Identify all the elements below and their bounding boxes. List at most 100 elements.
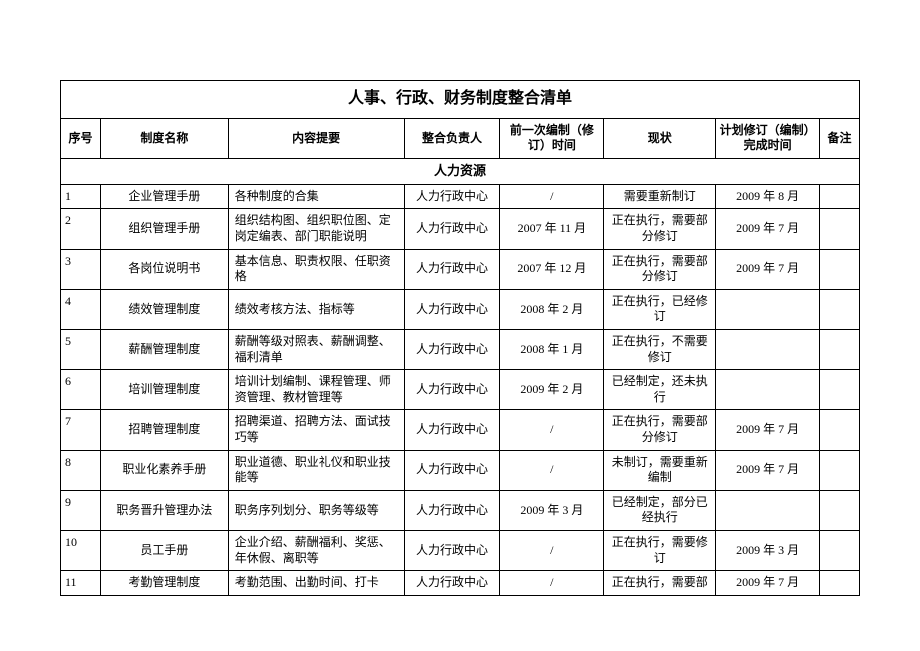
cell-prev: 2009 年 2 月 — [500, 370, 604, 410]
cell-status: 正在执行，需要部 — [604, 571, 716, 596]
cell-prev: 2008 年 2 月 — [500, 289, 604, 329]
cell-note — [820, 530, 860, 570]
cell-status: 已经制定，还未执行 — [604, 370, 716, 410]
cell-owner: 人力行政中心 — [404, 490, 500, 530]
cell-plan — [716, 370, 820, 410]
cell-owner: 人力行政中心 — [404, 571, 500, 596]
cell-note — [820, 289, 860, 329]
cell-status: 正在执行，需要部分修订 — [604, 249, 716, 289]
cell-plan — [716, 289, 820, 329]
cell-summary: 招聘渠道、招聘方法、面试技巧等 — [228, 410, 404, 450]
cell-prev: 2009 年 3 月 — [500, 490, 604, 530]
col-owner: 整合负责人 — [404, 118, 500, 158]
cell-plan: 2009 年 7 月 — [716, 410, 820, 450]
cell-seq: 6 — [61, 370, 101, 410]
cell-note — [820, 370, 860, 410]
cell-owner: 人力行政中心 — [404, 330, 500, 370]
cell-plan: 2009 年 7 月 — [716, 571, 820, 596]
cell-note — [820, 490, 860, 530]
cell-summary: 绩效考核方法、指标等 — [228, 289, 404, 329]
cell-owner: 人力行政中心 — [404, 410, 500, 450]
col-seq: 序号 — [61, 118, 101, 158]
table-row: 1企业管理手册各种制度的合集人力行政中心/需要重新制订2009 年 8 月 — [61, 184, 860, 209]
cell-summary: 考勤范围、出勤时间、打卡 — [228, 571, 404, 596]
cell-name: 薪酬管理制度 — [100, 330, 228, 370]
cell-owner: 人力行政中心 — [404, 370, 500, 410]
table-row: 8职业化素养手册职业道德、职业礼仪和职业技能等人力行政中心/未制订，需要重新编制… — [61, 450, 860, 490]
table-row: 3各岗位说明书基本信息、职责权限、任职资格人力行政中心2007 年 12 月正在… — [61, 249, 860, 289]
cell-owner: 人力行政中心 — [404, 289, 500, 329]
cell-status: 正在执行，已经修订 — [604, 289, 716, 329]
cell-plan: 2009 年 7 月 — [716, 450, 820, 490]
document-page: 人事、行政、财务制度整合清单 序号 制度名称 内容提要 整合负责人 前一次编制（… — [0, 0, 920, 636]
cell-seq: 3 — [61, 249, 101, 289]
cell-summary: 职业道德、职业礼仪和职业技能等 — [228, 450, 404, 490]
cell-name: 职业化素养手册 — [100, 450, 228, 490]
cell-note — [820, 410, 860, 450]
cell-name: 考勤管理制度 — [100, 571, 228, 596]
col-prev: 前一次编制（修订）时间 — [500, 118, 604, 158]
cell-prev: / — [500, 410, 604, 450]
policy-table: 人事、行政、财务制度整合清单 序号 制度名称 内容提要 整合负责人 前一次编制（… — [60, 80, 860, 596]
cell-status: 未制订，需要重新编制 — [604, 450, 716, 490]
col-plan: 计划修订（编制）完成时间 — [716, 118, 820, 158]
cell-plan — [716, 490, 820, 530]
cell-status: 需要重新制订 — [604, 184, 716, 209]
cell-owner: 人力行政中心 — [404, 450, 500, 490]
cell-summary: 基本信息、职责权限、任职资格 — [228, 249, 404, 289]
cell-note — [820, 209, 860, 249]
table-row: 5薪酬管理制度薪酬等级对照表、薪酬调整、福利清单人力行政中心2008 年 1 月… — [61, 330, 860, 370]
cell-seq: 2 — [61, 209, 101, 249]
cell-owner: 人力行政中心 — [404, 209, 500, 249]
section-header: 人力资源 — [61, 158, 860, 184]
cell-plan: 2009 年 3 月 — [716, 530, 820, 570]
table-row: 9职务晋升管理办法职务序列划分、职务等级等人力行政中心2009 年 3 月已经制… — [61, 490, 860, 530]
cell-note — [820, 571, 860, 596]
cell-seq: 1 — [61, 184, 101, 209]
cell-seq: 11 — [61, 571, 101, 596]
cell-note — [820, 184, 860, 209]
page-title: 人事、行政、财务制度整合清单 — [61, 81, 860, 119]
cell-seq: 5 — [61, 330, 101, 370]
cell-status: 已经制定，部分已经执行 — [604, 490, 716, 530]
table-row: 4绩效管理制度绩效考核方法、指标等人力行政中心2008 年 2 月正在执行，已经… — [61, 289, 860, 329]
cell-name: 员工手册 — [100, 530, 228, 570]
cell-prev: 2007 年 12 月 — [500, 249, 604, 289]
col-status: 现状 — [604, 118, 716, 158]
table-row: 2组织管理手册组织结构图、组织职位图、定岗定编表、部门职能说明人力行政中心200… — [61, 209, 860, 249]
cell-summary: 培训计划编制、课程管理、师资管理、教材管理等 — [228, 370, 404, 410]
cell-summary: 薪酬等级对照表、薪酬调整、福利清单 — [228, 330, 404, 370]
col-summary: 内容提要 — [228, 118, 404, 158]
table-row: 7招聘管理制度招聘渠道、招聘方法、面试技巧等人力行政中心/正在执行，需要部分修订… — [61, 410, 860, 450]
table-row: 10员工手册企业介绍、薪酬福利、奖惩、年休假、离职等人力行政中心/正在执行，需要… — [61, 530, 860, 570]
cell-seq: 4 — [61, 289, 101, 329]
col-name: 制度名称 — [100, 118, 228, 158]
cell-plan — [716, 330, 820, 370]
cell-prev: / — [500, 450, 604, 490]
cell-seq: 7 — [61, 410, 101, 450]
cell-name: 招聘管理制度 — [100, 410, 228, 450]
cell-summary: 各种制度的合集 — [228, 184, 404, 209]
cell-name: 企业管理手册 — [100, 184, 228, 209]
cell-seq: 8 — [61, 450, 101, 490]
cell-name: 各岗位说明书 — [100, 249, 228, 289]
cell-prev: 2008 年 1 月 — [500, 330, 604, 370]
cell-name: 绩效管理制度 — [100, 289, 228, 329]
cell-prev: 2007 年 11 月 — [500, 209, 604, 249]
cell-status: 正在执行，需要修订 — [604, 530, 716, 570]
cell-note — [820, 450, 860, 490]
section-row: 人力资源 — [61, 158, 860, 184]
cell-plan: 2009 年 7 月 — [716, 209, 820, 249]
cell-summary: 企业介绍、薪酬福利、奖惩、年休假、离职等 — [228, 530, 404, 570]
cell-status: 正在执行，需要部分修订 — [604, 410, 716, 450]
cell-owner: 人力行政中心 — [404, 249, 500, 289]
cell-prev: / — [500, 571, 604, 596]
table-row: 6培训管理制度培训计划编制、课程管理、师资管理、教材管理等人力行政中心2009 … — [61, 370, 860, 410]
cell-plan: 2009 年 8 月 — [716, 184, 820, 209]
cell-name: 职务晋升管理办法 — [100, 490, 228, 530]
header-row: 序号 制度名称 内容提要 整合负责人 前一次编制（修订）时间 现状 计划修订（编… — [61, 118, 860, 158]
cell-prev: / — [500, 184, 604, 209]
cell-plan: 2009 年 7 月 — [716, 249, 820, 289]
cell-status: 正在执行，不需要修订 — [604, 330, 716, 370]
col-note: 备注 — [820, 118, 860, 158]
